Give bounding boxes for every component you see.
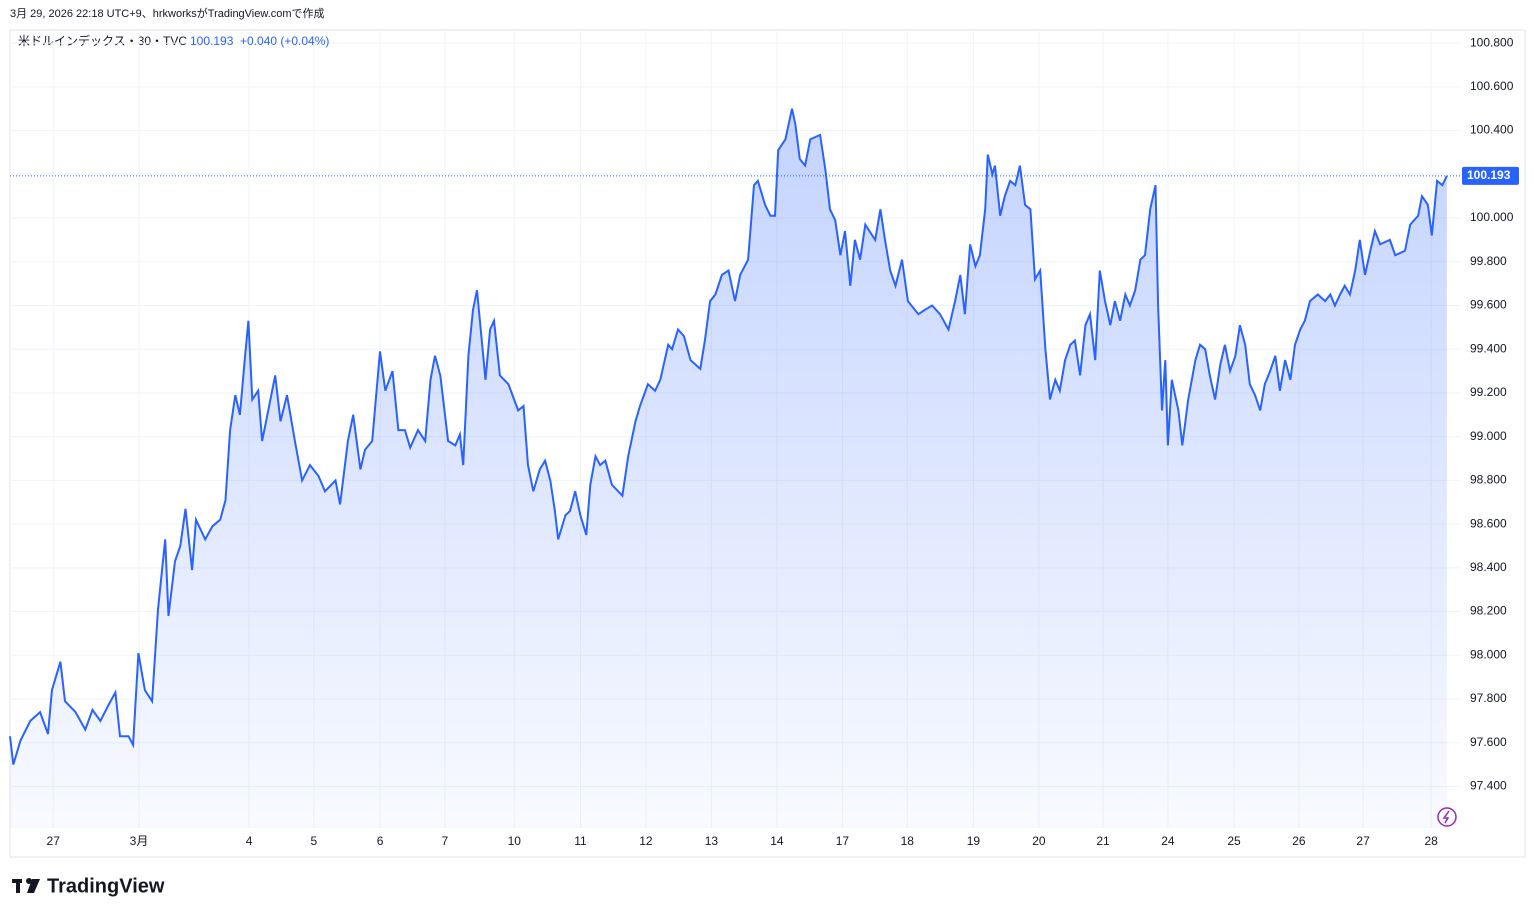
y-tick-label: 98.200 <box>1470 604 1507 618</box>
x-tick-label: 27 <box>47 834 61 848</box>
alert-bolt <box>1442 810 1450 824</box>
y-tick-label: 97.400 <box>1470 779 1507 793</box>
x-tick-label: 7 <box>442 834 449 848</box>
x-tick-label: 4 <box>246 834 253 848</box>
x-tick-label: 19 <box>967 834 981 848</box>
x-tick-label: 6 <box>377 834 384 848</box>
x-tick-label: 27 <box>1356 834 1370 848</box>
y-tick-label: 100.800 <box>1470 35 1514 49</box>
logo <box>12 878 40 893</box>
x-tick-label: 28 <box>1425 834 1439 848</box>
y-tick-label: 100.400 <box>1470 123 1514 137</box>
x-tick-label: 18 <box>901 834 915 848</box>
x-tick-label: 10 <box>508 834 522 848</box>
y-tick-label: 97.800 <box>1470 691 1507 705</box>
y-tick-label: 99.800 <box>1470 254 1507 268</box>
header-price: 100.193 <box>190 34 234 48</box>
y-tick-label: 98.800 <box>1470 473 1507 487</box>
y-tick-label: 97.600 <box>1470 735 1507 749</box>
x-tick-label: 13 <box>705 834 719 848</box>
x-tick-label: 11 <box>574 834 587 848</box>
x-tick-label: 17 <box>836 834 850 848</box>
x-tick-label: 14 <box>770 834 784 848</box>
x-tick-label: 12 <box>639 834 653 848</box>
y-tick-label: 99.200 <box>1470 385 1507 399</box>
x-tick-label: 25 <box>1227 834 1241 848</box>
y-tick-label: 100.000 <box>1470 210 1514 224</box>
x-tick-label: 21 <box>1096 834 1110 848</box>
y-tick-label: 99.000 <box>1470 429 1507 443</box>
change: +0.040 (+0.04%) <box>240 34 329 48</box>
y-tick-label: 98.600 <box>1470 516 1507 530</box>
x-tick-label: 3月 <box>130 834 149 848</box>
alert-icon[interactable] <box>1437 807 1457 827</box>
x-tick-label: 5 <box>311 834 318 848</box>
symbol: 米ドルインデックス・30・TVC <box>18 33 187 48</box>
y-tick-label: 98.000 <box>1470 647 1507 661</box>
logo-text: TradingView <box>47 875 165 897</box>
frame <box>9 29 1526 858</box>
y-tick-label: 100.600 <box>1470 79 1514 93</box>
x-tick-label: 20 <box>1032 834 1046 848</box>
area-fill <box>10 108 1447 828</box>
last-price-label: 100.193 <box>1467 168 1511 182</box>
y-tick-label: 98.400 <box>1470 560 1507 574</box>
last-price-box <box>1462 166 1519 185</box>
created-note: 3月 29, 2026 22:18 UTC+9、hrkworksがTrading… <box>10 6 325 20</box>
x-tick-label: 26 <box>1292 834 1306 848</box>
y-tick-label: 99.600 <box>1470 298 1507 312</box>
y-tick-label: 99.400 <box>1470 341 1507 355</box>
price-line <box>9 108 1448 765</box>
x-tick-label: 24 <box>1161 834 1175 848</box>
